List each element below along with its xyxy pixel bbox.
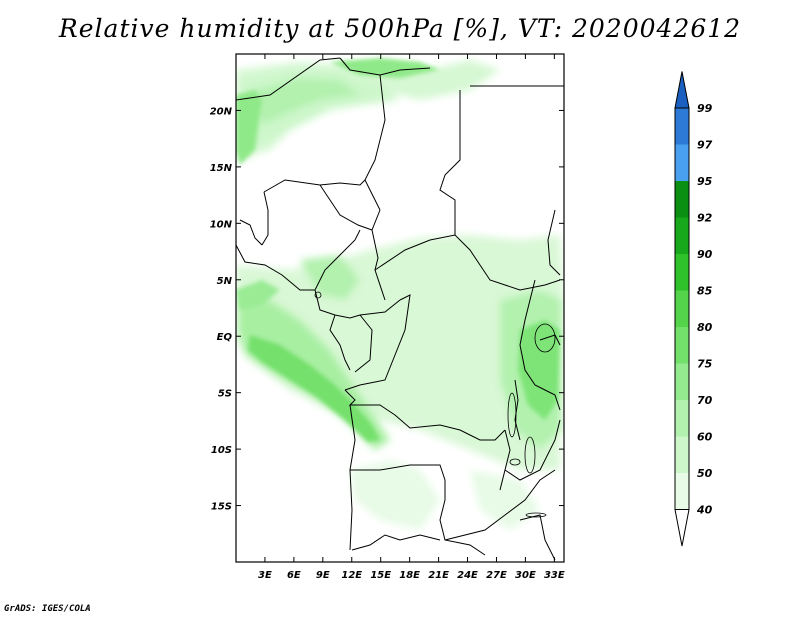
lat-tick-label: 5S — [218, 389, 232, 400]
colorbar-label: 60 — [697, 431, 713, 444]
credit-text: GrADS: IGES/COLA — [4, 604, 91, 614]
country-borders — [236, 57, 564, 561]
colorbar-swatch — [675, 400, 689, 437]
humidity-region — [330, 58, 440, 78]
humidity-region — [518, 320, 560, 420]
colorbar-label: 75 — [697, 358, 713, 371]
lat-tick-label: 15S — [211, 502, 232, 513]
colorbar-label: 40 — [696, 504, 713, 517]
colorbar-label: 80 — [697, 321, 713, 334]
humidity-region — [350, 460, 440, 530]
colorbar-swatch — [675, 436, 689, 473]
lon-tick-label: 6E — [287, 570, 301, 581]
colorbar: 40 50 60 70 75 80 85 90 92 95 97 99 — [674, 71, 713, 547]
latitude-axis: 20N 15N 10N 5N EQ 5S 10S 15S — [210, 106, 564, 513]
lon-tick-label: 33E — [544, 570, 565, 581]
lon-tick-label: 24E — [457, 570, 478, 581]
lon-tick-label: 12E — [341, 570, 362, 581]
longitude-axis: 3E 6E 9E 12E 15E 18E 21E 24E 27E 30E 33E — [258, 54, 565, 581]
humidity-region — [470, 470, 540, 530]
colorbar-swatch — [675, 254, 689, 291]
colorbar-under-triangle — [674, 509, 690, 547]
colorbar-label: 85 — [697, 285, 713, 298]
lat-tick-label: 5N — [217, 276, 233, 287]
colorbar-swatch — [675, 181, 689, 218]
colorbar-over-triangle — [674, 71, 690, 109]
colorbar-label: 70 — [697, 394, 713, 407]
colorbar-swatch — [675, 217, 689, 254]
lon-tick-label: 15E — [370, 570, 391, 581]
colorbar-label: 95 — [697, 175, 713, 188]
colorbar-label: 99 — [697, 102, 713, 115]
colorbar-swatch — [675, 144, 689, 181]
lat-tick-label: 10S — [211, 445, 232, 456]
humidity-field — [236, 58, 564, 530]
humidity-region — [236, 280, 280, 310]
lake — [525, 512, 547, 518]
lake — [314, 291, 322, 299]
lon-tick-label: 9E — [316, 570, 330, 581]
lat-tick-label: 20N — [210, 106, 233, 117]
lon-tick-label: 27E — [486, 570, 507, 581]
colorbar-swatch — [675, 363, 689, 400]
lon-tick-label: 3E — [258, 570, 272, 581]
lon-tick-label: 21E — [428, 570, 449, 581]
colorbar-swatch — [675, 290, 689, 327]
lat-tick-label: EQ — [217, 332, 233, 343]
lat-tick-label: 15N — [210, 163, 233, 174]
humidity-region — [300, 255, 360, 300]
colorbar-swatch — [675, 473, 689, 510]
lake — [534, 323, 556, 353]
colorbar-swatch — [675, 108, 689, 145]
map-frame — [235, 53, 565, 563]
chart-title: Relative humidity at 500hPa [%], VT: 202… — [58, 14, 742, 43]
humidity-region — [236, 235, 564, 470]
colorbar-label: 90 — [697, 248, 713, 261]
humidity-region — [236, 90, 262, 165]
colorbar-label: 50 — [697, 467, 713, 480]
colorbar-swatch — [675, 327, 689, 364]
humidity-region — [248, 335, 380, 442]
lat-tick-label: 10N — [210, 219, 233, 230]
lake — [524, 436, 536, 474]
colorbar-label: 92 — [697, 212, 713, 225]
lakes — [314, 291, 556, 518]
colorbar-frame — [674, 107, 690, 510]
lon-tick-label: 30E — [515, 570, 536, 581]
lake — [509, 458, 521, 466]
lake — [507, 392, 517, 438]
colorbar-label: 97 — [697, 139, 713, 152]
lon-tick-label: 18E — [399, 570, 420, 581]
